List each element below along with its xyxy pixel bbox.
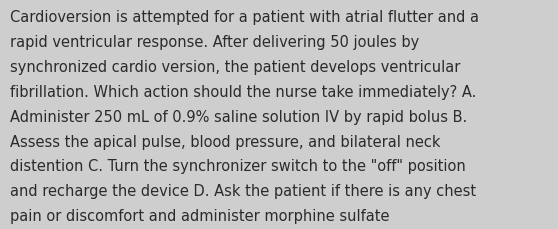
Text: fibrillation. Which action should the nurse take immediately? A.: fibrillation. Which action should the nu… [10, 85, 477, 99]
Text: Cardioversion is attempted for a patient with atrial flutter and a: Cardioversion is attempted for a patient… [10, 10, 479, 25]
Text: synchronized cardio version, the patient develops ventricular: synchronized cardio version, the patient… [10, 60, 460, 75]
Text: distention C. Turn the synchronizer switch to the "off" position: distention C. Turn the synchronizer swit… [10, 159, 466, 174]
Text: and recharge the device D. Ask the patient if there is any chest: and recharge the device D. Ask the patie… [10, 183, 476, 198]
Text: pain or discomfort and administer morphine sulfate: pain or discomfort and administer morphi… [10, 208, 389, 223]
Text: Assess the apical pulse, blood pressure, and bilateral neck: Assess the apical pulse, blood pressure,… [10, 134, 441, 149]
Text: rapid ventricular response. After delivering 50 joules by: rapid ventricular response. After delive… [10, 35, 419, 50]
Text: Administer 250 mL of 0.9% saline solution IV by rapid bolus B.: Administer 250 mL of 0.9% saline solutio… [10, 109, 467, 124]
